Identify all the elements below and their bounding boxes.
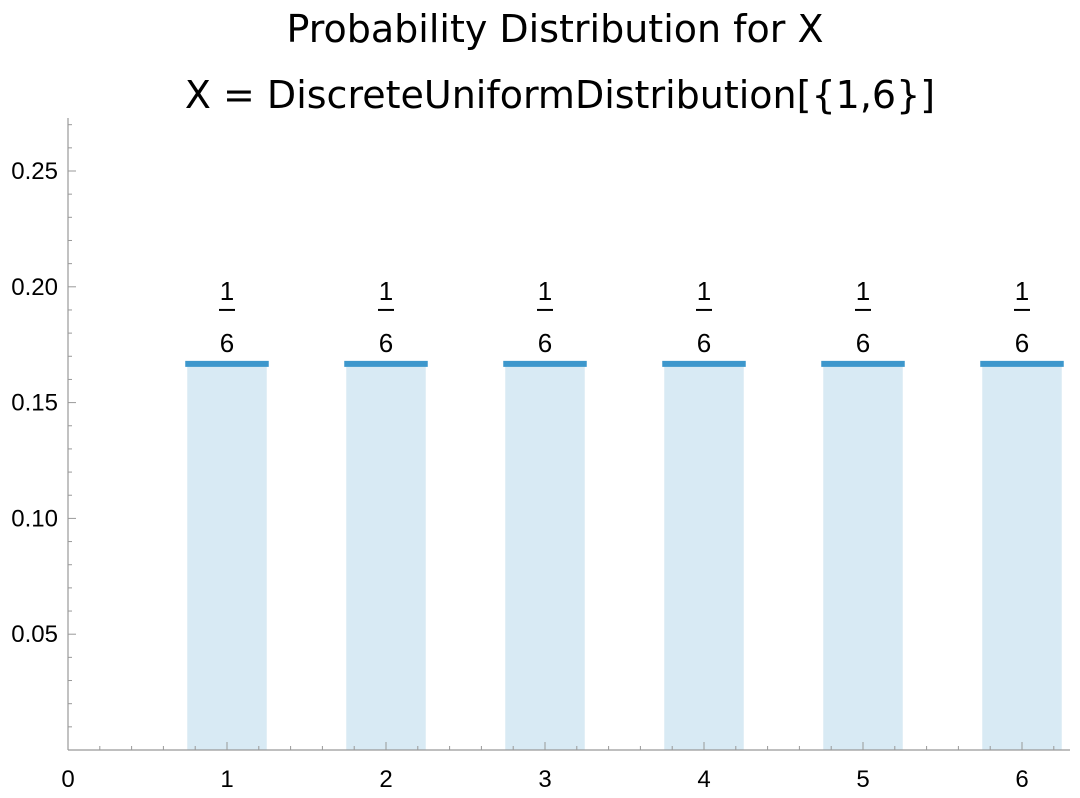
- x-tick-label: 0: [61, 766, 74, 793]
- data-label-denominator-5: 6: [856, 328, 870, 358]
- data-label-numerator-6: 1: [1015, 276, 1029, 306]
- data-label-denominator-1: 6: [220, 328, 234, 358]
- x-tick-label: 1: [220, 766, 233, 793]
- x-tick-label: 6: [1015, 766, 1028, 793]
- y-tick-label: 0.10: [11, 505, 58, 532]
- data-label-denominator-6: 6: [1015, 328, 1029, 358]
- data-label-numerator-3: 1: [538, 276, 552, 306]
- y-tick-label: 0.25: [11, 158, 58, 185]
- bar-4: [664, 363, 744, 750]
- axes-group: 0.05 0.10 0.15 0.20 0.25 0 1 2 3 4 5 6: [11, 118, 1070, 793]
- data-label-denominator-3: 6: [538, 328, 552, 358]
- x-tick-label: 2: [379, 766, 392, 793]
- bar-3: [505, 363, 585, 750]
- data-label-numerator-2: 1: [379, 276, 393, 306]
- data-label-numerator-5: 1: [856, 276, 870, 306]
- y-tick-label: 0.15: [11, 390, 58, 417]
- data-label-denominator-2: 6: [379, 328, 393, 358]
- data-labels-group: 1 6 1 6 1 6 1 6 1 6 1 6: [219, 276, 1030, 358]
- y-tick-label: 0.20: [11, 274, 58, 301]
- bars-group: [185, 360, 1064, 750]
- data-label-numerator-4: 1: [697, 276, 711, 306]
- chart-title: Probability Distribution for X: [286, 7, 823, 51]
- x-tick-label: 5: [856, 766, 869, 793]
- x-tick-label: 4: [697, 766, 710, 793]
- chart-subtitle: X = DiscreteUniformDistribution[{1,6}]: [185, 73, 935, 117]
- bar-2: [346, 363, 426, 750]
- data-label-numerator-1: 1: [220, 276, 234, 306]
- x-tick-label: 3: [538, 766, 551, 793]
- bar-5: [823, 363, 903, 750]
- bar-1: [187, 363, 267, 750]
- bar-6: [982, 363, 1062, 750]
- y-tick-label: 0.05: [11, 621, 58, 648]
- data-label-denominator-4: 6: [697, 328, 711, 358]
